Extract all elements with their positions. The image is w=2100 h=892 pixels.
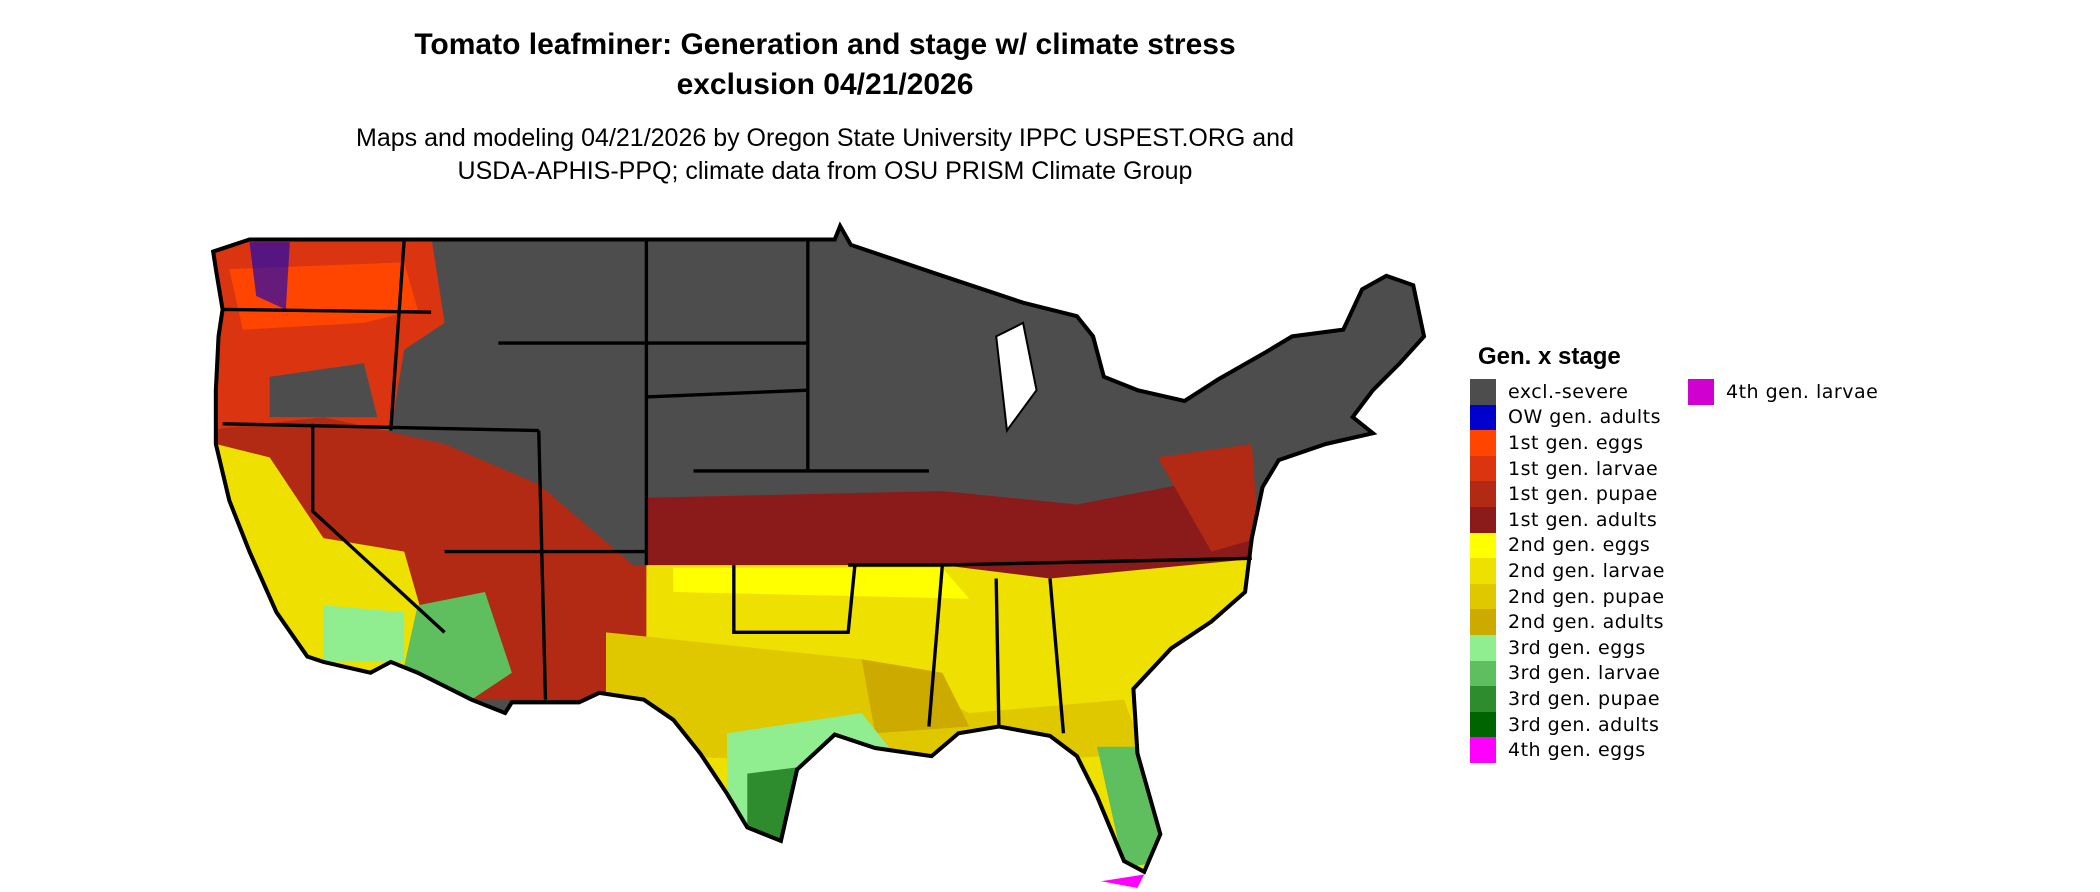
legend-item: 1st gen. eggs (1470, 430, 1644, 456)
state-borders (222, 239, 1252, 734)
legend-label: 4th gen. larvae (1726, 380, 1879, 403)
legend-label: excl.-severe (1508, 380, 1629, 403)
legend-item: 1st gen. adults (1470, 507, 1657, 533)
region-3rd-gen-eggs-ca (323, 605, 405, 662)
legend-swatch (1470, 455, 1496, 482)
legend-swatch (1470, 686, 1496, 712)
legend-item: 2nd gen. larvae (1470, 558, 1665, 584)
legend-swatch (1688, 379, 1714, 405)
region-4th-gen-eggs-keys (1101, 874, 1145, 888)
legend-label: 1st gen. eggs (1508, 431, 1644, 454)
legend-item: 3rd gen. adults (1470, 711, 1660, 738)
legend-item: 3rd gen. eggs (1470, 635, 1646, 661)
legend-swatch (1470, 609, 1496, 635)
legend-swatch (1470, 583, 1496, 610)
map-title-line1: Tomato leafminer: Generation and stage w… (414, 28, 1236, 61)
legend-swatch (1470, 404, 1496, 431)
legend-swatch (1470, 507, 1496, 533)
legend-item: 2nd gen. pupae (1470, 583, 1665, 610)
legend-title: Gen. x stage (1478, 343, 1621, 370)
legend-item: 2nd gen. adults (1470, 609, 1664, 635)
legend-label: 3rd gen. pupae (1508, 687, 1661, 710)
legend-label: 2nd gen. larvae (1508, 559, 1665, 582)
legend-item: OW gen. adults (1470, 404, 1662, 431)
legend-swatch (1470, 379, 1496, 405)
legend-label: 1st gen. larvae (1508, 457, 1659, 480)
legend-item: 4th gen. larvae (1688, 379, 1878, 405)
legend-swatch (1470, 635, 1496, 661)
map-title-line2: exclusion 04/21/2026 (676, 68, 974, 101)
legend-label: 3rd gen. larvae (1508, 662, 1661, 685)
region-ow-adults-cascades (249, 242, 290, 310)
map-subtitle-line2: USDA-APHIS-PPQ; climate data from OSU PR… (457, 157, 1193, 185)
region-excl-oregon (269, 363, 378, 418)
map-subtitle-line1: Maps and modeling 04/21/2026 by Oregon S… (356, 124, 1294, 152)
legend-swatch (1470, 532, 1496, 559)
legend-item: 1st gen. larvae (1470, 455, 1659, 482)
legend-label: 2nd gen. adults (1508, 611, 1664, 634)
legend-swatch (1470, 660, 1496, 687)
region-2nd-gen-eggs-south (673, 567, 970, 599)
legend-item: excl.-severe (1470, 379, 1629, 405)
legend-label: 2nd gen. pupae (1508, 585, 1665, 608)
legend-item: 4th gen. eggs (1470, 737, 1646, 763)
legend-label: 1st gen. pupae (1508, 483, 1658, 506)
legend-label: 4th gen. eggs (1508, 739, 1646, 762)
legend-label: 1st gen. adults (1508, 508, 1658, 531)
legend-label: 2nd gen. eggs (1508, 534, 1651, 557)
legend-swatch (1470, 558, 1496, 584)
region-2nd-gen-adults-la (861, 659, 970, 734)
region-1st-gen-pupae-east (1157, 443, 1259, 552)
legend-label: OW gen. adults (1508, 406, 1662, 429)
legend-item: 1st gen. pupae (1470, 481, 1658, 507)
lake-michigan (995, 321, 1038, 434)
legend-swatch (1470, 737, 1496, 763)
legend-label: 3rd gen. eggs (1508, 636, 1646, 659)
legend-swatch (1470, 481, 1496, 507)
legend-item: 3rd gen. larvae (1470, 660, 1661, 687)
legend-swatch (1470, 430, 1496, 456)
legend-item: 3rd gen. pupae (1470, 686, 1660, 712)
legend-label: 3rd gen. adults (1508, 713, 1660, 736)
legend-swatch (1470, 711, 1496, 738)
legend-item: 2nd gen. eggs (1470, 532, 1651, 559)
